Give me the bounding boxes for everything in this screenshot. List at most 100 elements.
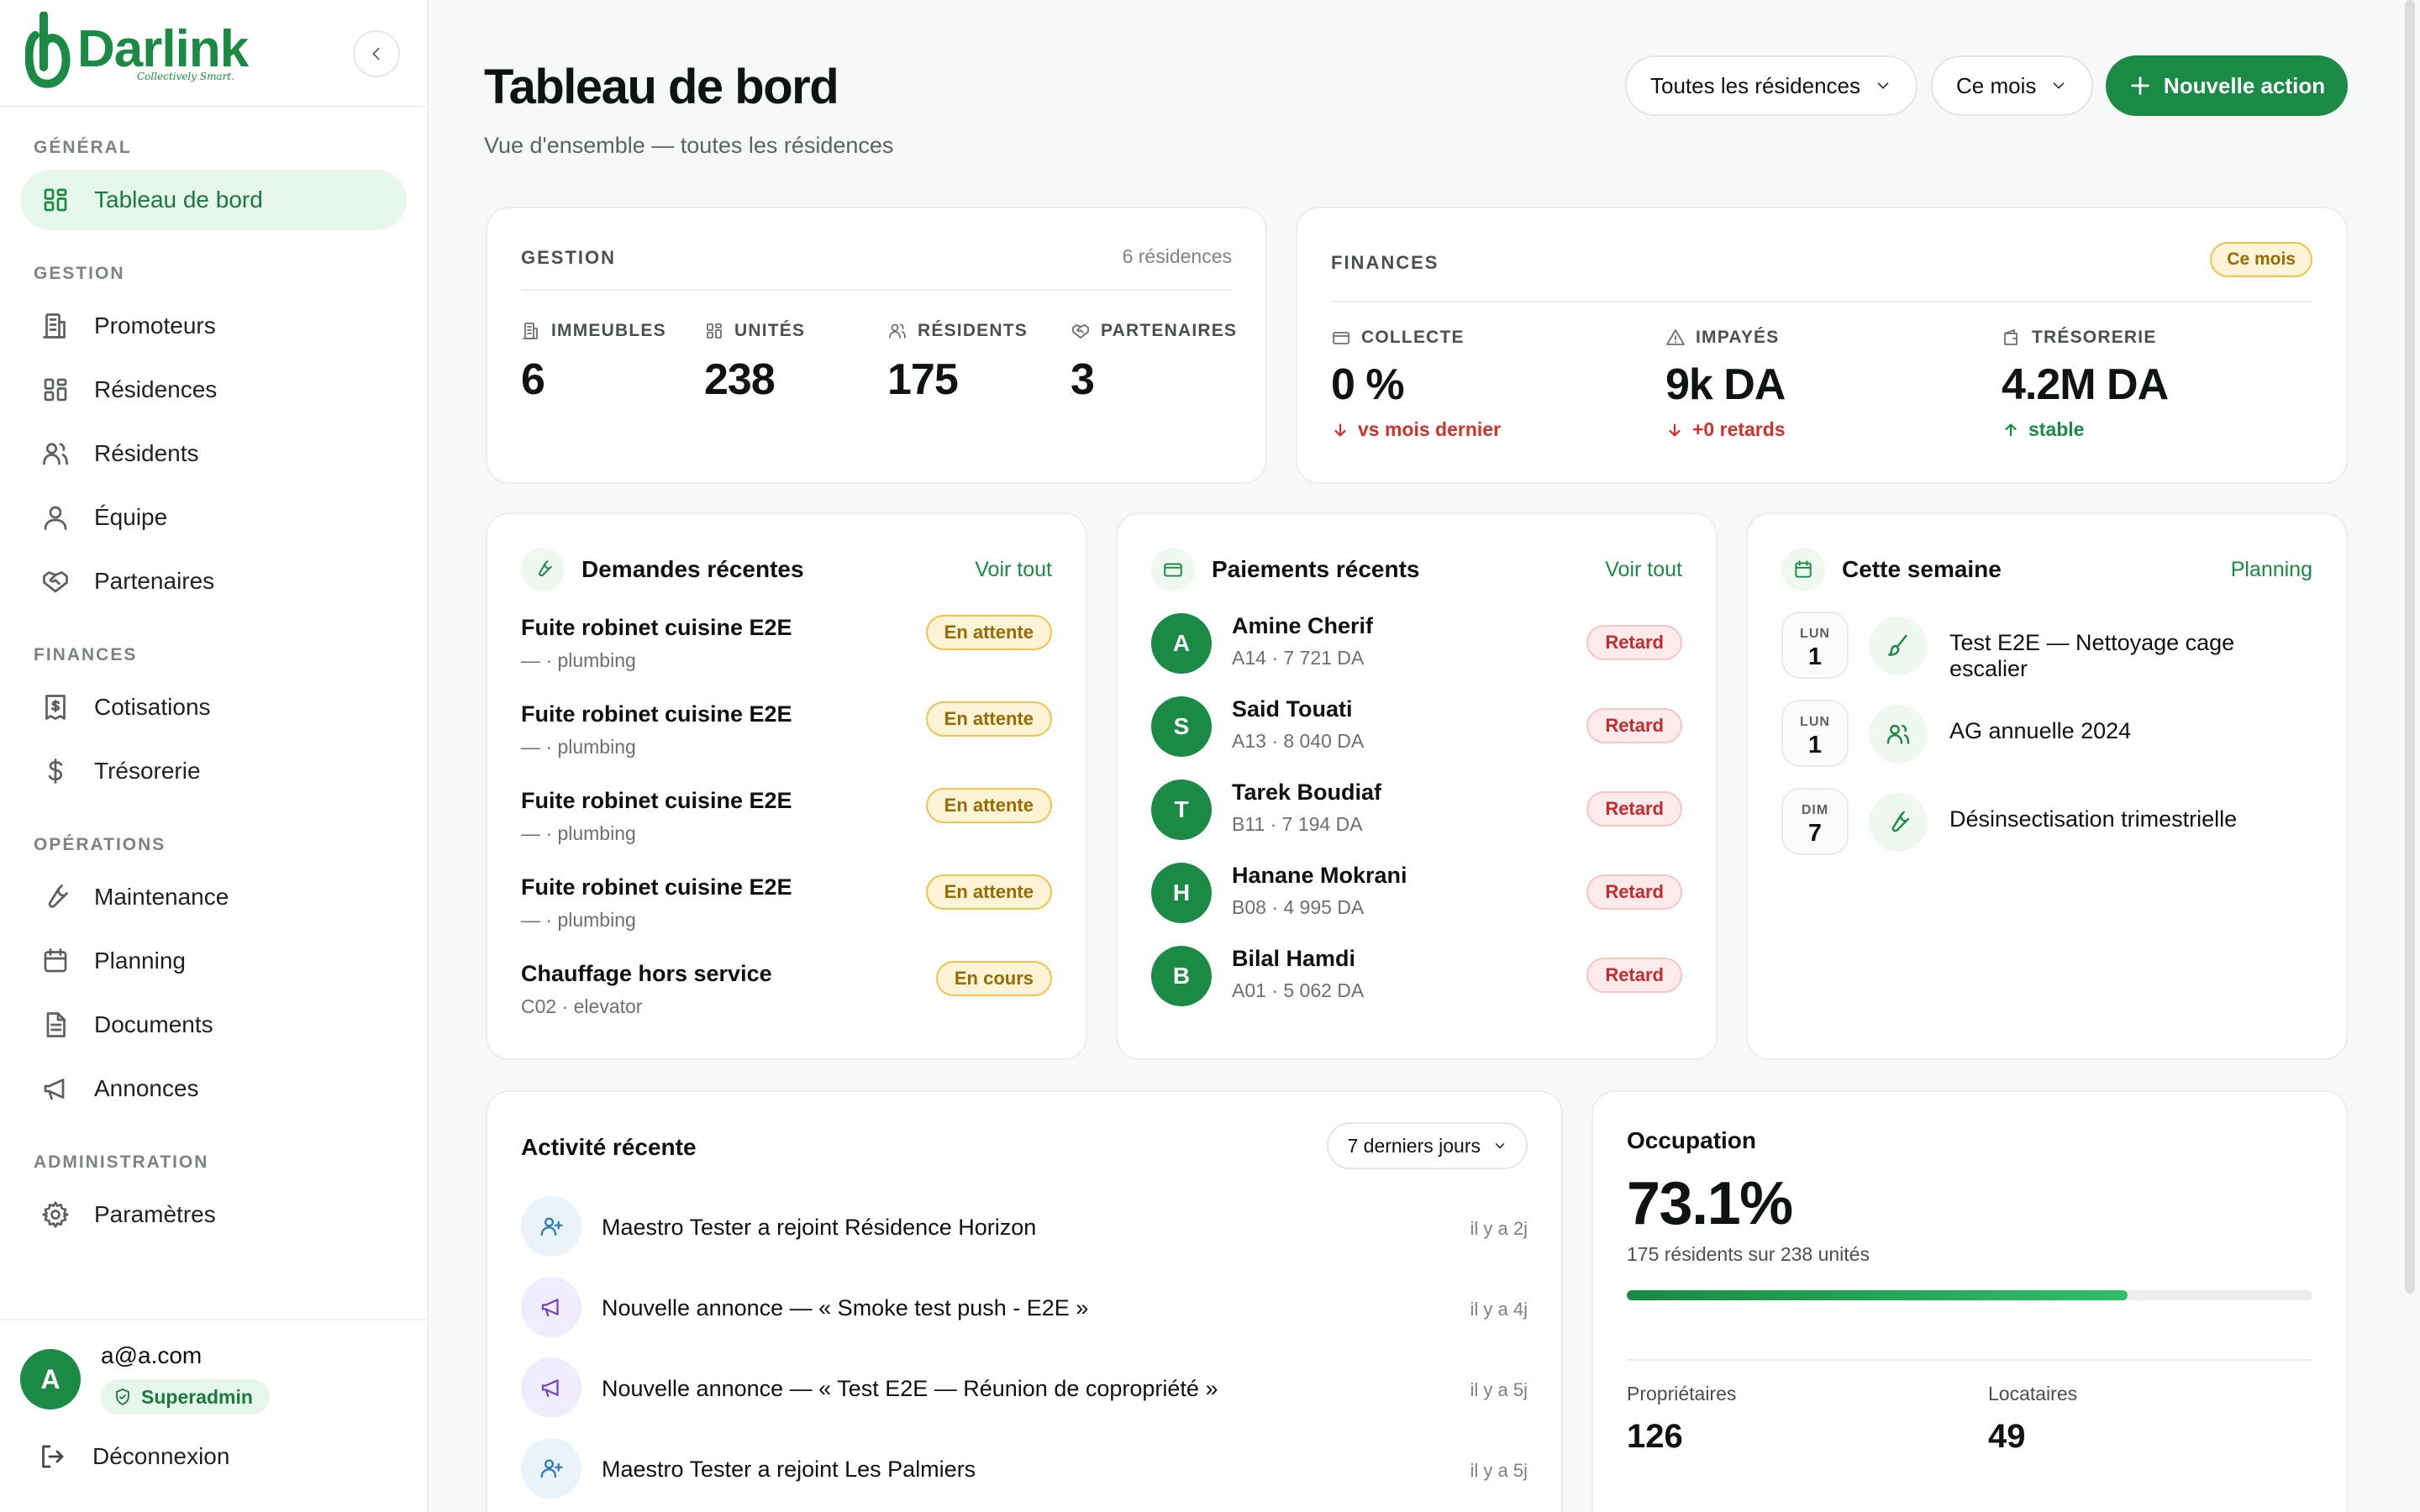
activity-text: Nouvelle annonce — « Test E2E — Réunion … xyxy=(602,1376,1218,1401)
nav-section-title: ADMINISTRATION xyxy=(34,1152,209,1172)
collapse-sidebar-button[interactable] xyxy=(353,30,400,77)
user-role-label: Superadmin xyxy=(141,1385,253,1408)
payment-item[interactable]: B Bilal Hamdi A01 · 5 062 DA Retard xyxy=(1151,944,1682,1011)
trend-indicator: +0 retards xyxy=(1665,418,1786,441)
occupation-card: Occupation 73.1% 175 résidents sur 238 u… xyxy=(1591,1090,2348,1512)
residence-filter-label: Toutes les résidences xyxy=(1650,72,1861,98)
activity-item[interactable]: Nouvelle annonce — « Test E2E — Réunion … xyxy=(521,1357,1528,1420)
stat-value: 0 % xyxy=(1331,360,1405,409)
activity-item[interactable]: Maestro Tester a rejoint Résidence Horiz… xyxy=(521,1196,1528,1258)
requests-card: Demandes récentes Voir tout Fuite robine… xyxy=(486,512,1087,1060)
payer-name: Said Touati xyxy=(1232,696,1353,722)
user-plus-icon xyxy=(540,1217,563,1236)
sidebar-item-residents[interactable]: Résidents xyxy=(20,423,407,484)
gestion-card: GESTION 6 résidences IMMEUBLES 6 UNITÉS … xyxy=(486,207,1267,484)
new-action-label: Nouvelle action xyxy=(2163,72,2326,98)
status-badge: En attente xyxy=(925,615,1052,650)
residence-filter-dropdown[interactable]: Toutes les résidences xyxy=(1625,55,1918,116)
gestion-caption: GESTION xyxy=(521,247,617,268)
user-avatar[interactable]: A xyxy=(20,1349,81,1410)
activity-card: Activité récente 7 derniers jours Maestr… xyxy=(486,1090,1563,1512)
request-meta: — · plumbing xyxy=(521,736,636,758)
request-item[interactable]: Chauffage hors service C02 · elevator En… xyxy=(521,961,1052,1037)
gear-icon xyxy=(42,1201,69,1228)
request-meta: C02 · elevator xyxy=(521,995,643,1017)
event-weekday: DIM xyxy=(1801,803,1829,817)
activity-period-dropdown[interactable]: 7 derniers jours xyxy=(1327,1122,1528,1169)
event-item[interactable]: LUN 1 Test E2E — Nettoyage cage escalier xyxy=(1781,612,2312,681)
sidebar-item-cotisations[interactable]: Cotisations xyxy=(20,677,407,738)
logo[interactable]: Darlink xyxy=(25,12,249,92)
sidebar-item-equipe[interactable]: Équipe xyxy=(20,487,407,548)
logo-mark-icon xyxy=(25,12,71,88)
payment-item[interactable]: S Said Touati A13 · 8 040 DA Retard xyxy=(1151,695,1682,762)
activity-time: il y a 5j xyxy=(1470,1379,1528,1400)
chevron-left-icon xyxy=(372,47,380,60)
request-item[interactable]: Fuite robinet cuisine E2E — · plumbing E… xyxy=(521,615,1052,690)
new-action-button[interactable]: Nouvelle action xyxy=(2106,55,2348,116)
residence-count: 6 résidences xyxy=(1122,245,1232,267)
wrench-icon xyxy=(521,548,565,591)
sidebar-item-documents[interactable]: Documents xyxy=(20,995,407,1055)
dollar-icon xyxy=(48,759,63,784)
users-icon xyxy=(43,443,68,465)
tenants-label: Locataires xyxy=(1988,1383,2078,1404)
request-item[interactable]: Fuite robinet cuisine E2E — · plumbing E… xyxy=(521,788,1052,864)
request-title: Fuite robinet cuisine E2E xyxy=(521,788,792,813)
sidebar-item-annonces[interactable]: Annonces xyxy=(20,1058,407,1119)
activity-item[interactable]: Nouvelle annonce — « Smoke test push - E… xyxy=(521,1277,1528,1339)
payment-item[interactable]: T Tarek Boudiaf B11 · 7 194 DA Retard xyxy=(1151,778,1682,845)
logout-button[interactable]: Déconnexion xyxy=(37,1441,229,1472)
owners-label: Propriétaires xyxy=(1627,1383,1737,1404)
sidebar-nav: GÉNÉRAL Tableau de bord GESTION Promoteu… xyxy=(0,126,427,1248)
activity-title: Activité récente xyxy=(521,1134,697,1160)
sidebar: Darlink Collectively Smart. GÉNÉRAL Tabl… xyxy=(0,0,429,1512)
request-item[interactable]: Fuite robinet cuisine E2E — · plumbing E… xyxy=(521,874,1052,950)
sidebar-item-maintenance[interactable]: Maintenance xyxy=(20,867,407,927)
occupation-title: Occupation xyxy=(1627,1127,1757,1153)
page-scrollbar[interactable] xyxy=(2405,0,2415,1294)
request-item[interactable]: Fuite robinet cuisine E2E — · plumbing E… xyxy=(521,701,1052,777)
payments-see-all-link[interactable]: Voir tout xyxy=(1605,557,1682,581)
wrench-icon xyxy=(48,885,68,908)
sidebar-item-label: Résidences xyxy=(94,376,218,402)
status-badge: En attente xyxy=(925,701,1052,737)
request-title: Fuite robinet cuisine E2E xyxy=(521,874,792,900)
tenants-value: 49 xyxy=(1988,1418,2026,1455)
activity-item[interactable]: Maestro Tester a rejoint Les Palmiers il… xyxy=(521,1438,1528,1500)
stat-value: 4.2M DA xyxy=(2002,360,2169,409)
payer-name: Amine Cherif xyxy=(1232,613,1374,638)
trend-indicator: vs mois dernier xyxy=(1331,418,1501,441)
avatar: T xyxy=(1151,780,1212,840)
payment-meta: A13 · 8 040 DA xyxy=(1232,730,1365,752)
requests-see-all-link[interactable]: Voir tout xyxy=(975,557,1052,581)
sidebar-item-tableau-de-bord[interactable]: Tableau de bord xyxy=(20,170,407,230)
sidebar-item-residences[interactable]: Résidences xyxy=(20,360,407,420)
sidebar-item-partenaires[interactable]: Partenaires xyxy=(20,551,407,612)
request-title: Fuite robinet cuisine E2E xyxy=(521,615,792,640)
occupation-progress-bar xyxy=(1627,1290,2312,1300)
sidebar-item-planning[interactable]: Planning xyxy=(20,931,407,991)
period-filter-dropdown[interactable]: Ce mois xyxy=(1931,55,2094,116)
stat-label: RÉSIDENTS xyxy=(918,321,1028,340)
sidebar-item-label: Résidents xyxy=(94,440,199,466)
sidebar-item-parametres[interactable]: Paramètres xyxy=(20,1184,407,1245)
shield-check-icon xyxy=(116,1389,129,1405)
request-title: Fuite robinet cuisine E2E xyxy=(521,701,792,727)
planning-link[interactable]: Planning xyxy=(2230,557,2312,581)
status-badge: Retard xyxy=(1586,874,1682,910)
request-title: Chauffage hors service xyxy=(521,961,772,986)
event-day: 1 xyxy=(1807,643,1823,670)
event-item[interactable]: DIM 7 Désinsectisation trimestrielle xyxy=(1781,788,2312,855)
arrow-down-icon xyxy=(1334,423,1346,437)
sidebar-item-label: Paramètres xyxy=(94,1201,216,1227)
event-item[interactable]: LUN 1 AG annuelle 2024 xyxy=(1781,700,2312,767)
sidebar-item-promoteurs[interactable]: Promoteurs xyxy=(20,296,407,356)
payer-name: Bilal Hamdi xyxy=(1232,946,1356,971)
trend-label: stable xyxy=(2028,418,2085,440)
sidebar-item-tresorerie[interactable]: Trésorerie xyxy=(20,741,407,801)
payment-item[interactable]: A Amine Cherif A14 · 7 721 DA Retard xyxy=(1151,612,1682,679)
request-meta: — · plumbing xyxy=(521,649,636,671)
requests-title: Demandes récentes xyxy=(581,556,804,582)
payment-item[interactable]: H Hanane Mokrani B08 · 4 995 DA Retard xyxy=(1151,861,1682,928)
